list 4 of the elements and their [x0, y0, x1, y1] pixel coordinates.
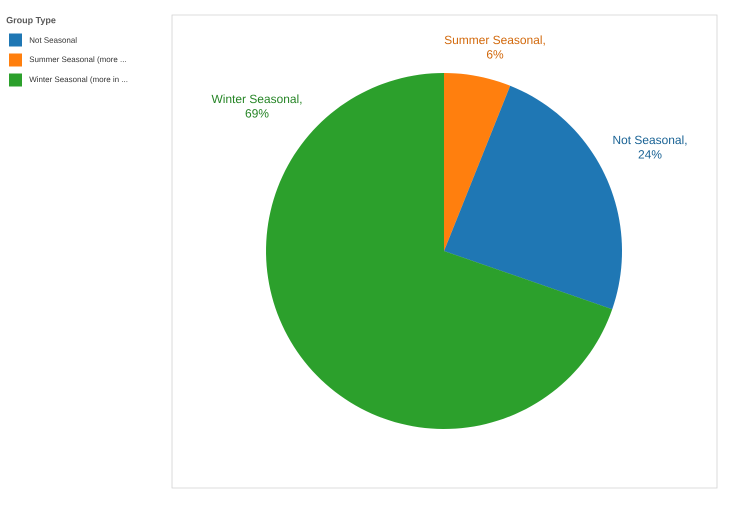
data-label: Summer Seasonal, 6% — [444, 35, 545, 59]
legend-title: Group Type — [6, 16, 56, 26]
data-label: Winter Seasonal, 69% — [212, 94, 302, 118]
data-label: Not Seasonal, 24% — [613, 135, 686, 159]
